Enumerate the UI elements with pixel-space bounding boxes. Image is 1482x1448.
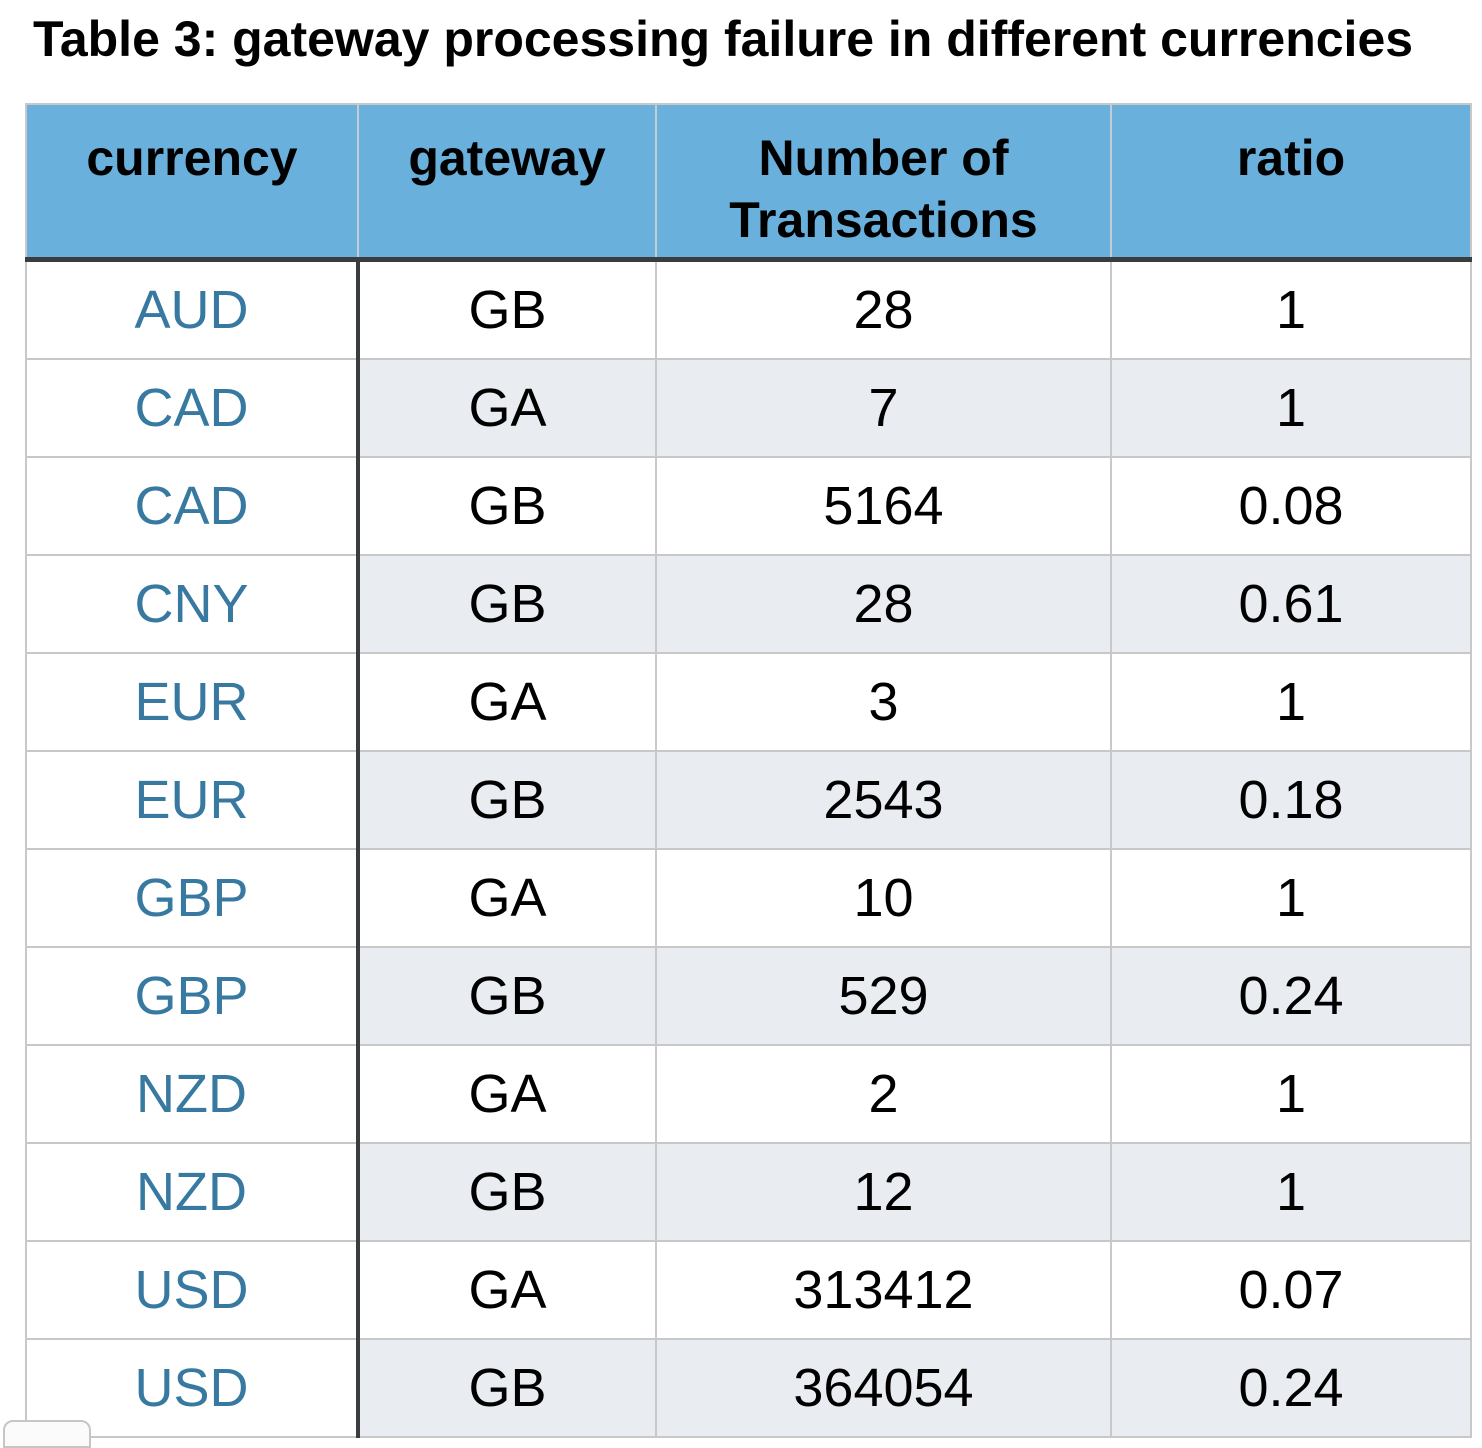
header-cell-currency: currency (26, 104, 358, 262)
table-title: Table 3: gateway processing failure in d… (33, 11, 1414, 67)
cell-gateway: GB (357, 749, 656, 849)
table-row: EUR GA 3 1 (26, 651, 1471, 751)
table-row: USD GB 364054 0.24 (26, 1337, 1471, 1438)
cell-currency: CAD (26, 357, 360, 457)
cell-gateway: GB (357, 455, 656, 555)
table-row: CAD GB 5164 0.08 (26, 455, 1471, 555)
cell-currency: EUR (26, 749, 360, 849)
cell-gateway: GB (357, 1141, 656, 1241)
currency-gateway-failure-table: currency gateway Number of Transactions … (25, 103, 1472, 1438)
cell-currency: USD (26, 1337, 360, 1438)
cell-ratio: 1 (1110, 1043, 1471, 1143)
header-cell-ratio: ratio (1110, 104, 1471, 262)
cell-transactions: 12 (655, 1141, 1111, 1241)
partial-rounded-element (3, 1420, 91, 1448)
cell-transactions: 313412 (655, 1239, 1111, 1339)
table-body: AUD GB 28 1 CAD GA 7 1 CAD GB 5164 0.08 … (26, 259, 1471, 1438)
cell-transactions: 5164 (655, 455, 1111, 555)
cell-currency: USD (26, 1239, 360, 1339)
cell-transactions: 7 (655, 357, 1111, 457)
cell-ratio: 1 (1110, 1141, 1471, 1241)
cell-ratio: 0.24 (1110, 945, 1471, 1045)
cell-transactions: 2 (655, 1043, 1111, 1143)
cell-currency: AUD (26, 259, 360, 359)
cell-gateway: GB (357, 945, 656, 1045)
header-cell-gateway: gateway (357, 104, 656, 262)
cell-gateway: GB (357, 553, 656, 653)
cell-currency: NZD (26, 1043, 360, 1143)
table-row: GBP GA 10 1 (26, 847, 1471, 947)
cell-gateway: GA (357, 357, 656, 457)
cell-currency: GBP (26, 945, 360, 1045)
header-row: currency gateway Number of Transactions … (26, 104, 1471, 262)
cell-currency: CAD (26, 455, 360, 555)
cell-gateway: GA (357, 1043, 656, 1143)
table-row: GBP GB 529 0.24 (26, 945, 1471, 1045)
cell-transactions: 28 (655, 553, 1111, 653)
cell-ratio: 0.24 (1110, 1337, 1471, 1438)
cell-transactions: 3 (655, 651, 1111, 751)
table-row: NZD GA 2 1 (26, 1043, 1471, 1143)
cell-currency: NZD (26, 1141, 360, 1241)
cell-transactions: 364054 (655, 1337, 1111, 1438)
header-cell-transactions: Number of Transactions (655, 104, 1111, 262)
cell-gateway: GA (357, 847, 656, 947)
table-row: EUR GB 2543 0.18 (26, 749, 1471, 849)
cell-ratio: 1 (1110, 847, 1471, 947)
cell-transactions: 2543 (655, 749, 1111, 849)
table-row: NZD GB 12 1 (26, 1141, 1471, 1241)
table-row: AUD GB 28 1 (26, 259, 1471, 359)
table-row: USD GA 313412 0.07 (26, 1239, 1471, 1339)
cell-ratio: 1 (1110, 357, 1471, 457)
cell-ratio: 1 (1110, 259, 1471, 359)
table-header: currency gateway Number of Transactions … (26, 104, 1471, 262)
cell-gateway: GA (357, 1239, 656, 1339)
cell-gateway: GB (357, 1337, 656, 1438)
cell-transactions: 10 (655, 847, 1111, 947)
cell-currency: EUR (26, 651, 360, 751)
cell-ratio: 1 (1110, 651, 1471, 751)
cell-currency: CNY (26, 553, 360, 653)
cell-ratio: 0.08 (1110, 455, 1471, 555)
cell-currency: GBP (26, 847, 360, 947)
table-row: CNY GB 28 0.61 (26, 553, 1471, 653)
cell-transactions: 28 (655, 259, 1111, 359)
table-row: CAD GA 7 1 (26, 357, 1471, 457)
cell-gateway: GB (357, 259, 656, 359)
cell-ratio: 0.18 (1110, 749, 1471, 849)
cell-ratio: 0.07 (1110, 1239, 1471, 1339)
cell-transactions: 529 (655, 945, 1111, 1045)
cell-gateway: GA (357, 651, 656, 751)
cell-ratio: 0.61 (1110, 553, 1471, 653)
